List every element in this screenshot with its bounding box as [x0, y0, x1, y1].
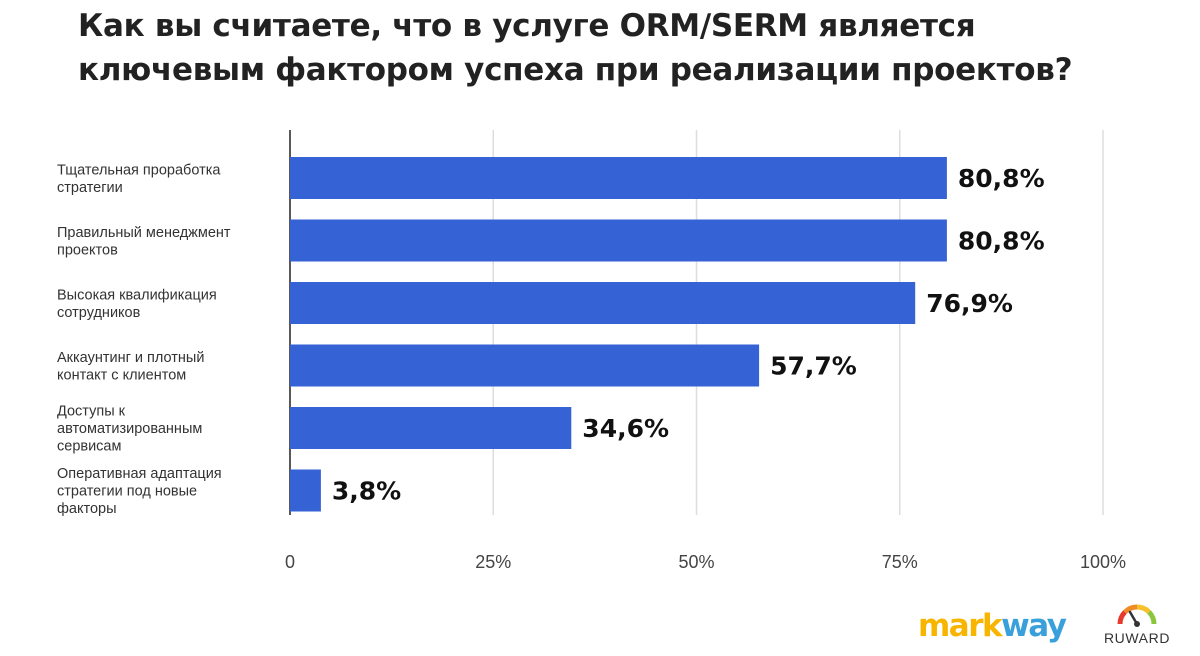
bar-1 [290, 157, 947, 199]
chart-title-line-2: ключевым фактором успеха при реализации … [78, 52, 1073, 88]
value-label-6: 3,8% [332, 477, 401, 506]
ruward-logo: RUWARD [1096, 598, 1178, 648]
ruward-gauge-icon [1117, 604, 1157, 627]
category-label-3: Высокая квалификация сотрудников [57, 287, 217, 321]
bar-2 [290, 219, 947, 262]
x-tick-label-25: 25% [475, 552, 511, 572]
bar-4 [290, 344, 760, 387]
category-label-6: Оперативная адаптация стратегии под новые… [57, 466, 222, 517]
markway-logo: markway [918, 606, 1067, 646]
value-labels: 80,8% 80,8% 76,9% 57,7% 34,6% 3,8% [332, 164, 1045, 506]
markway-logo-part-2: way [1001, 608, 1067, 644]
category-label-4: Аккаунтинг и плотный контакт с клиентом [57, 350, 204, 384]
bar-3 [290, 282, 916, 324]
x-axis-ticks: 0 25% 50% 75% 100% [285, 552, 1126, 572]
x-tick-label-0: 0 [285, 552, 295, 572]
category-label-2: Правильный менеджмент проектов [57, 225, 231, 259]
chart-title: Как вы считаете, что в услуге ORM/SERM я… [78, 4, 1178, 92]
bar-chart: Тщательная проработка стратегии Правильный… [57, 130, 1126, 572]
x-tick-label-100: 100% [1080, 552, 1126, 572]
category-label-1: Тщательная проработка стратегии [57, 162, 221, 196]
category-label-5: Доступы к автоматизированным сервисам [57, 404, 202, 455]
value-label-4: 57,7% [770, 352, 857, 381]
bar-5 [290, 407, 572, 449]
value-label-1: 80,8% [958, 164, 1045, 193]
ruward-logo-text: RUWARD [1103, 630, 1171, 646]
bars [290, 157, 947, 512]
category-labels: Тщательная проработка стратегии Правильный… [57, 162, 231, 517]
value-label-5: 34,6% [582, 414, 669, 443]
x-tick-label-75: 75% [882, 552, 918, 572]
value-label-2: 80,8% [958, 227, 1045, 256]
value-label-3: 76,9% [926, 289, 1013, 318]
x-tick-label-50: 50% [678, 552, 714, 572]
chart-title-line-1: Как вы считаете, что в услуге ORM/SERM я… [78, 8, 976, 44]
markway-logo-part-1: mark [918, 608, 1003, 644]
bar-6 [290, 469, 321, 512]
